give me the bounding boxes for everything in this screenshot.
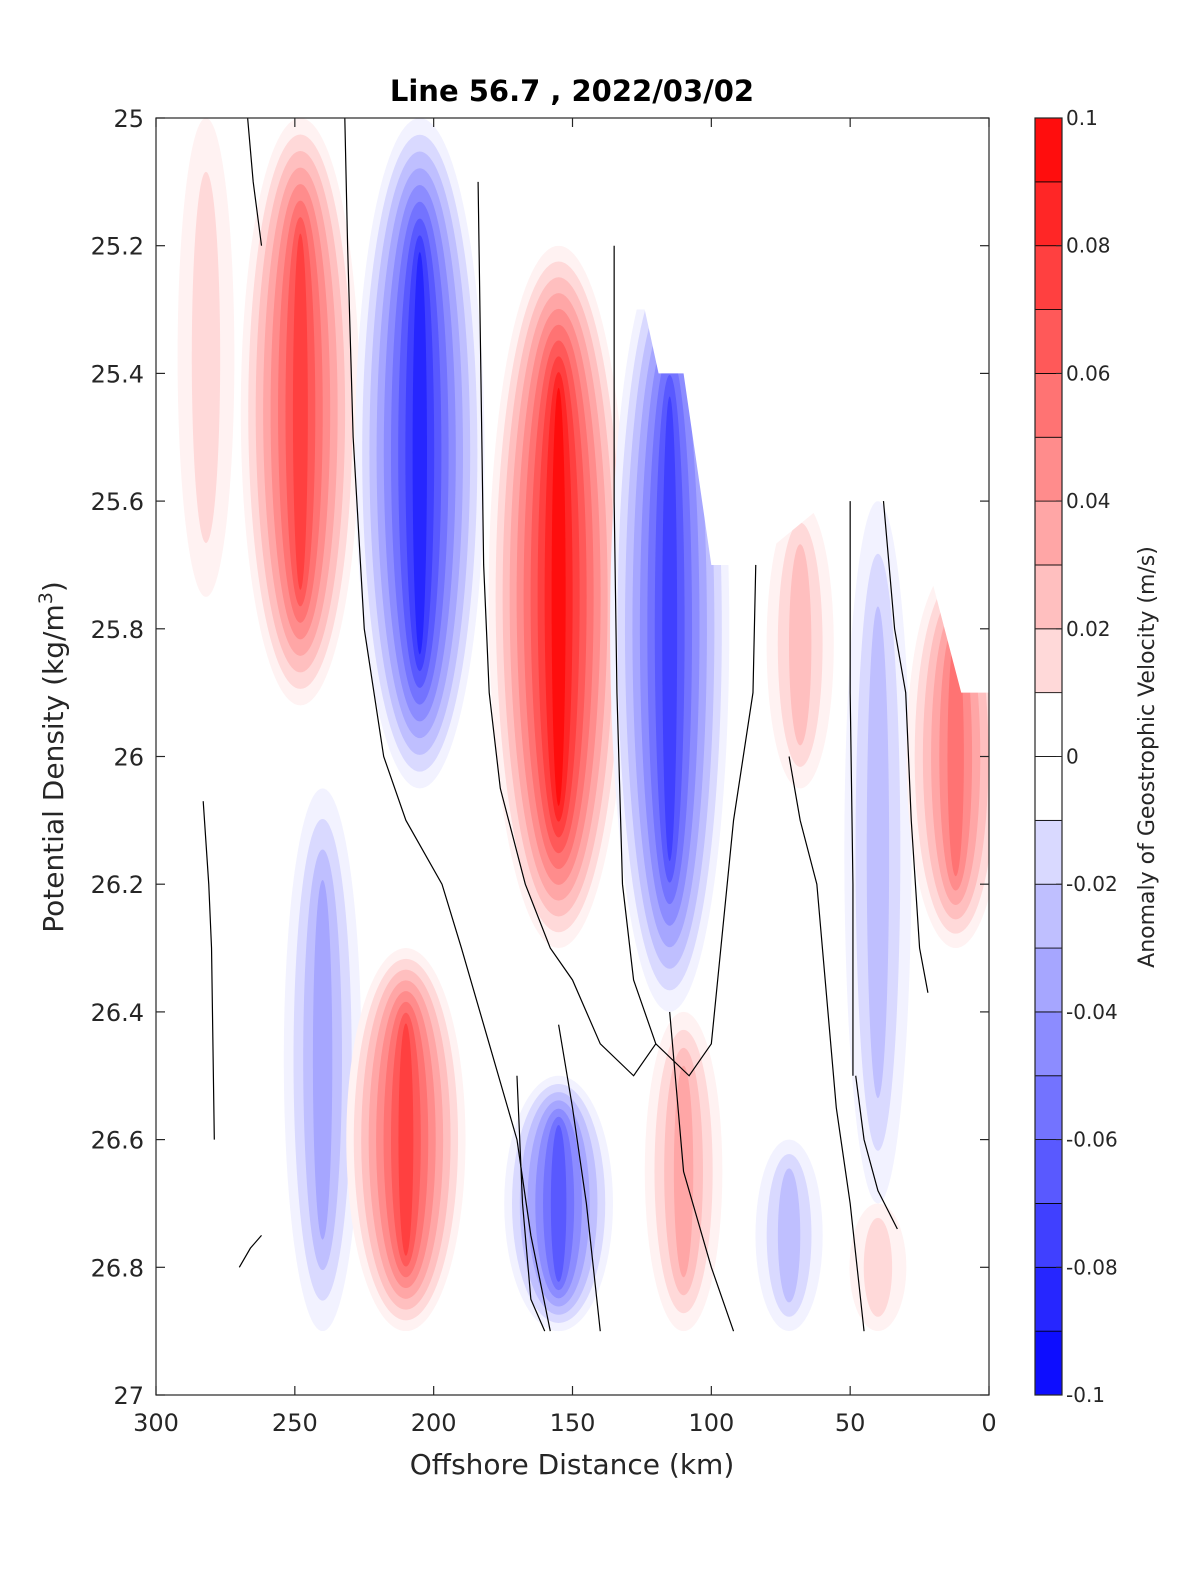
- colorbar-band: [1034, 1075, 1063, 1140]
- colorbar: 0.1 0.08 0.06 0.04 0.02 0 -0.02 -0.04 -0.06 -0.08…: [1034, 106, 1118, 1407]
- colorbar-band: [1034, 500, 1063, 566]
- zero-contour: [882, 501, 929, 993]
- zero-contour: [855, 1075, 898, 1230]
- contour-band: [662, 396, 678, 862]
- colorbar-band: [1034, 181, 1063, 247]
- x-tick-label: 50: [835, 1409, 866, 1437]
- colorbar-band: [1034, 947, 1063, 1013]
- contour-band: [550, 1125, 567, 1282]
- x-tick-label: 250: [272, 1409, 318, 1437]
- y-tick-label: 26: [113, 744, 144, 772]
- x-axis-label: Offshore Distance (km): [410, 1448, 735, 1481]
- colorbar-tick-label: 0.06: [1066, 361, 1111, 385]
- zero-contour: [238, 1234, 262, 1268]
- colorbar-tick-label: -0.1: [1066, 1383, 1105, 1407]
- zero-contour: [247, 118, 263, 246]
- zero-contour: [516, 1075, 546, 1332]
- zero-contour: [558, 1024, 601, 1332]
- colorbar-band: [1034, 245, 1063, 310]
- colorbar-band: [1034, 883, 1063, 949]
- x-tick-label: 200: [411, 1409, 457, 1437]
- colorbar-band: [1034, 372, 1063, 438]
- colorbar-band: [1034, 1011, 1063, 1077]
- colorbar-tick-label: -0.06: [1066, 1128, 1118, 1152]
- colorbar-band: [1034, 117, 1063, 183]
- contour-band: [788, 544, 812, 746]
- zero-contour: [202, 801, 215, 1140]
- contour-feature: [283, 788, 362, 1332]
- no-data-region: [156, 118, 989, 1395]
- colorbar-tick-label: -0.02: [1066, 872, 1118, 896]
- contour-feature: [346, 948, 466, 1332]
- colorbar-tick-label: -0.04: [1066, 1000, 1118, 1024]
- x-tick-label: 0: [981, 1409, 996, 1437]
- contour-feature: [177, 118, 235, 597]
- outcrop-mask: [478, 118, 989, 693]
- contour-band: [292, 233, 308, 590]
- y-tick-label: 26.8: [91, 1254, 144, 1282]
- colorbar-band: [1034, 436, 1063, 502]
- zero-contour: [669, 1011, 735, 1332]
- colorbar-band: [1034, 756, 1063, 821]
- contour-feature: [755, 1139, 823, 1332]
- y-axis-label: Potential Density (kg/m3): [35, 581, 70, 933]
- colorbar-band: [1034, 1203, 1063, 1268]
- contour-band: [863, 1217, 893, 1317]
- y-tick-label: 26.2: [91, 871, 144, 899]
- y-tick-label: 25: [113, 105, 144, 133]
- y-tick-label: 26.6: [91, 1127, 144, 1155]
- contour-feature: [488, 245, 629, 949]
- colorbar-tick-label: 0.04: [1066, 489, 1111, 513]
- colorbar-tick-label: 0.08: [1066, 234, 1111, 258]
- colorbar-band: [1034, 309, 1063, 374]
- colorbar-band: [1034, 692, 1063, 757]
- colorbar-band: [1034, 819, 1063, 885]
- contour-band: [191, 171, 221, 544]
- colorbar-band: [1034, 564, 1063, 630]
- colorbar-tick-label: 0.1: [1066, 106, 1098, 130]
- contour-band: [312, 880, 333, 1240]
- colorbar-tick-label: 0: [1066, 745, 1079, 769]
- y-tick-label: 25.4: [91, 360, 144, 388]
- y-tick-label: 27: [113, 1382, 144, 1410]
- x-tick-label: 100: [688, 1409, 734, 1437]
- colorbar-tick-label: 0.02: [1066, 617, 1111, 641]
- colorbar-label: Anomaly of Geostrophic Velocity (m/s): [1135, 546, 1160, 968]
- zero-contour: [344, 118, 551, 1332]
- contour-feature: [240, 118, 360, 706]
- contour-band: [866, 606, 890, 1099]
- colorbar-band: [1034, 1139, 1063, 1204]
- zero-contour-lines: [202, 118, 929, 1332]
- zero-contour: [788, 756, 865, 1332]
- contour-band: [398, 1023, 414, 1256]
- colorbar-band: [1034, 1266, 1063, 1332]
- contour-feature: [354, 118, 485, 789]
- y-tick-label: 25.6: [91, 488, 144, 516]
- zero-contour: [849, 501, 854, 1076]
- contour-feature: [849, 1203, 907, 1332]
- contour-band: [777, 1168, 801, 1303]
- contour-band: [412, 252, 427, 655]
- axes: 300 250 200 150 100 50 0 25 25.2 25.4 25.6 25.8 26 26…: [91, 105, 997, 1437]
- bottom-mask: [156, 1331, 989, 1395]
- contour-feature: [766, 501, 834, 789]
- colorbar-band: [1034, 628, 1063, 694]
- chart-title: Line 56.7 , 2022/03/02: [390, 74, 754, 108]
- x-tick-label: 300: [133, 1409, 179, 1437]
- colorbar-tick-label: -0.08: [1066, 1255, 1118, 1279]
- contour-band: [551, 387, 566, 806]
- zero-contour: [477, 181, 657, 1077]
- contour-band: [947, 636, 964, 877]
- zero-contour: [613, 245, 757, 1077]
- y-tick-label: 26.4: [91, 999, 144, 1027]
- contour-field: [156, 118, 989, 1395]
- y-tick-label: 25.8: [91, 616, 144, 644]
- contour-feature: [844, 501, 912, 1204]
- x-tick-label: 150: [550, 1409, 596, 1437]
- y-tick-label: 25.2: [91, 233, 144, 261]
- colorbar-band: [1034, 1330, 1063, 1396]
